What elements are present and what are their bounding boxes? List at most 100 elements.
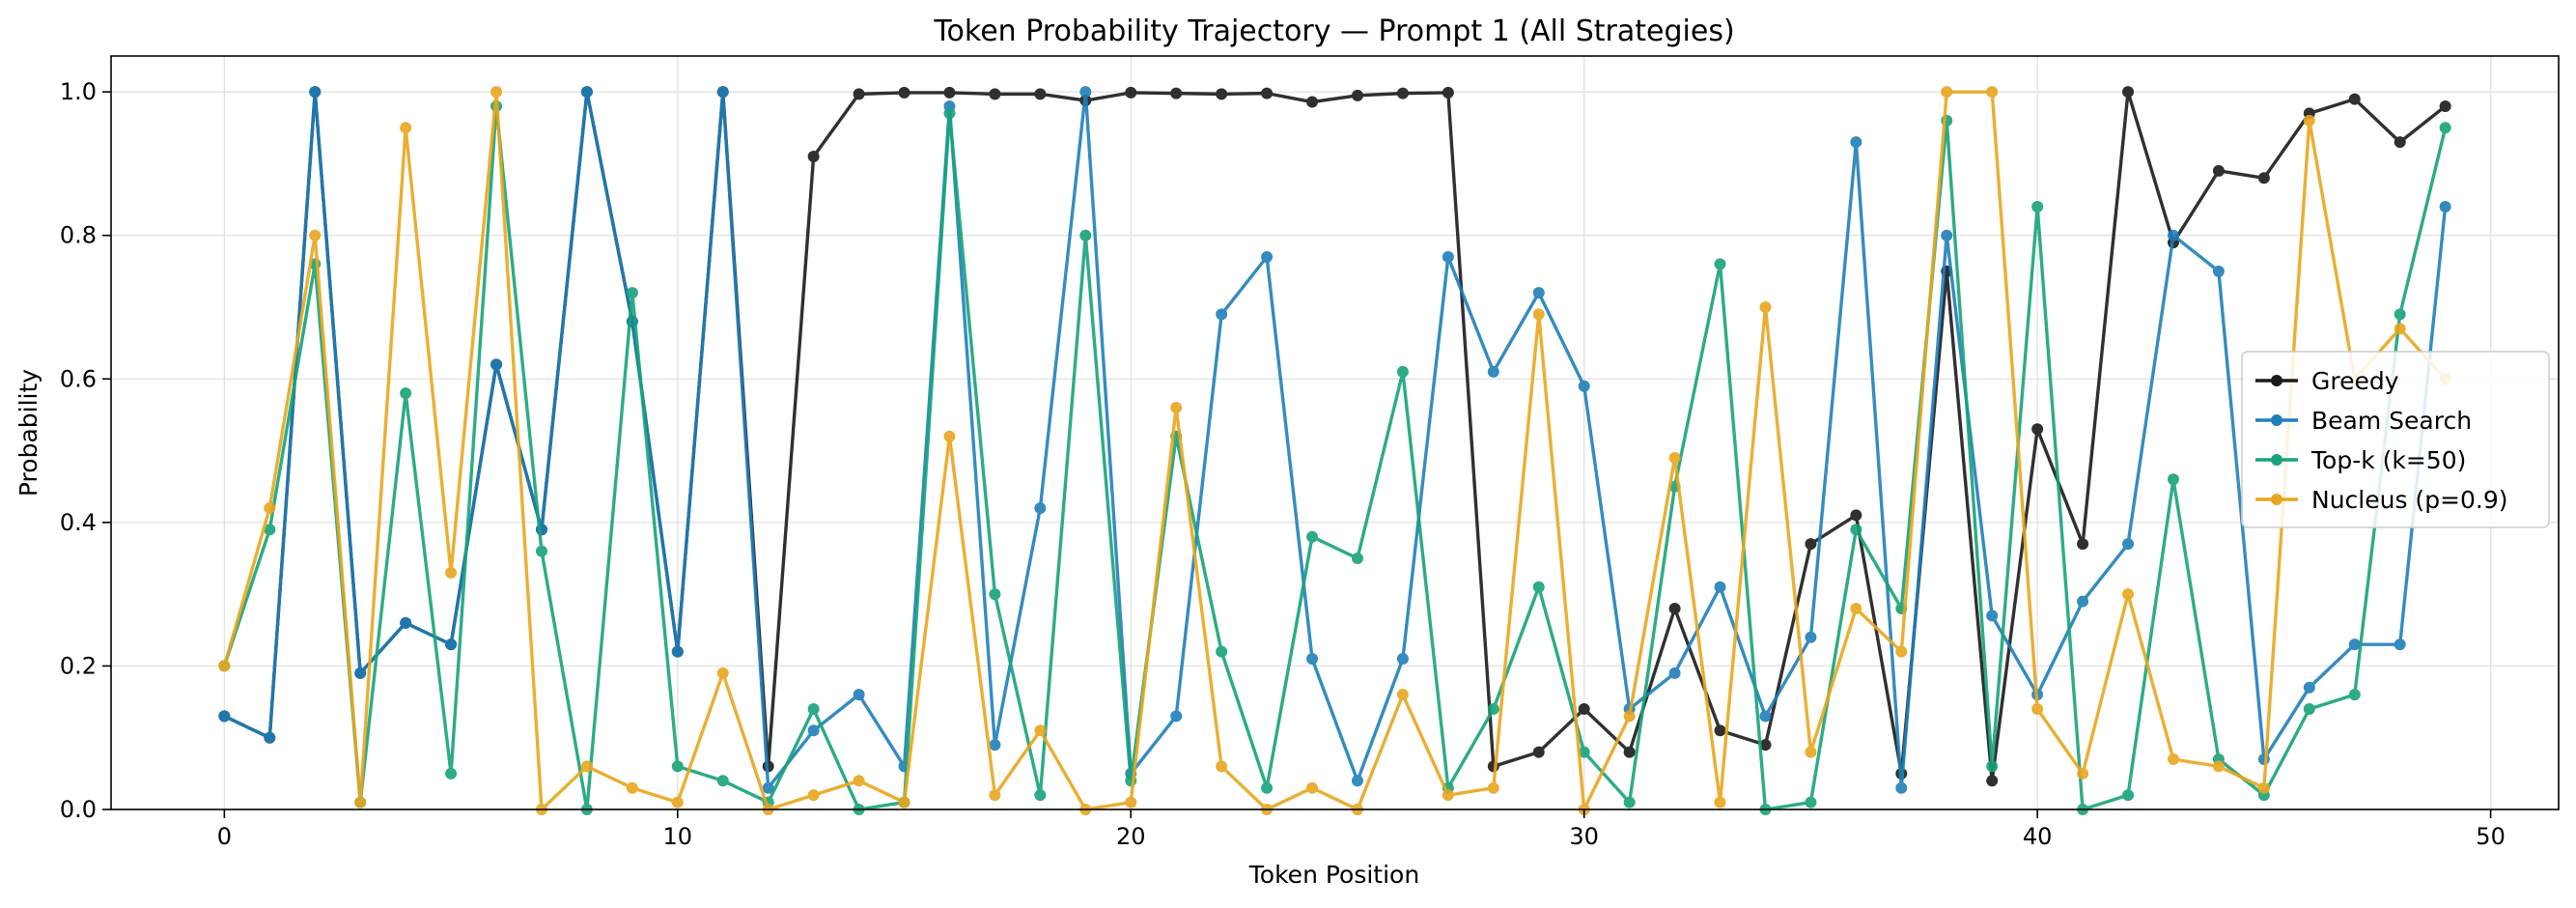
data-point: [671, 760, 684, 773]
data-point: [853, 775, 865, 787]
legend-label: Nucleus (p=0.9): [2311, 486, 2508, 514]
data-point: [1578, 380, 1590, 392]
data-point: [1714, 258, 1726, 270]
data-point: [716, 86, 729, 99]
x-tick-label: 30: [1569, 823, 1599, 850]
data-point: [1442, 789, 1454, 802]
legend-item-greedy: Greedy: [2255, 367, 2399, 395]
data-point: [1487, 781, 1499, 794]
data-point: [1850, 136, 1862, 149]
data-point: [1759, 739, 1772, 752]
legend: Greedy Beam Search Top-k (k=50) Nucleus (p=…: [2241, 351, 2550, 528]
y-tick-label: 0.6: [60, 365, 97, 392]
data-point: [2257, 753, 2270, 765]
data-point: [671, 645, 684, 658]
series-line: [222, 104, 2448, 811]
data-point: [1306, 530, 1319, 543]
data-point: [989, 88, 1001, 100]
x-tick-label: 10: [663, 823, 693, 850]
series-top-k-k-50: [218, 100, 2451, 815]
data-point: [1668, 667, 1681, 679]
data-point: [2439, 100, 2451, 112]
data-point: [2348, 638, 2361, 651]
data-point: [580, 760, 593, 773]
y-tick-label: 0.0: [60, 796, 97, 823]
legend-swatch-marker: [2271, 494, 2282, 505]
data-point: [1261, 781, 1274, 794]
data-point: [807, 789, 820, 802]
data-point: [671, 796, 684, 809]
data-point: [1351, 89, 1363, 101]
data-point: [218, 660, 231, 672]
data-point: [264, 502, 276, 514]
data-point: [1805, 631, 1817, 643]
data-point: [898, 86, 910, 99]
data-point: [1623, 796, 1636, 809]
data-point: [626, 287, 638, 299]
data-point: [218, 710, 231, 723]
data-point: [1668, 452, 1681, 464]
y-tick-label: 0.4: [60, 509, 97, 536]
chart-title: Token Probability Trajectory — Prompt 1 …: [933, 14, 1734, 48]
legend-label: Beam Search: [2311, 407, 2472, 435]
data-point: [1396, 365, 1409, 378]
data-point: [400, 122, 412, 134]
x-tick-label: 0: [217, 823, 232, 850]
data-point: [1986, 610, 1999, 622]
plot-frame: [110, 55, 2560, 810]
data-point: [1125, 86, 1137, 99]
data-point: [2439, 201, 2451, 213]
data-point: [2394, 136, 2406, 149]
series-greedy: [218, 86, 2451, 787]
data-point: [1034, 789, 1047, 802]
data-point: [2122, 538, 2135, 551]
y-tick-label: 1.0: [60, 78, 97, 105]
grid: [111, 56, 2559, 810]
y-axis-title: Probability: [14, 369, 42, 497]
data-point: [1805, 538, 1817, 551]
data-point: [580, 86, 593, 99]
data-point: [1351, 553, 1363, 564]
data-point: [1759, 710, 1772, 723]
series-layer: [218, 86, 2451, 815]
data-point: [490, 358, 503, 371]
data-point: [2122, 789, 2135, 802]
data-point: [1759, 301, 1772, 313]
data-point: [2394, 323, 2406, 335]
data-point: [807, 703, 820, 715]
data-point: [762, 781, 774, 794]
series-line: [222, 90, 2447, 811]
legend-swatch-marker: [2271, 414, 2282, 426]
data-point: [1986, 760, 1999, 773]
data-point: [1170, 402, 1183, 413]
data-point: [2122, 588, 2135, 601]
legend-label: Top-k (k=50): [2310, 446, 2466, 474]
x-tick-label: 20: [1116, 823, 1146, 850]
data-point: [716, 775, 729, 787]
data-point: [2394, 638, 2406, 651]
data-point: [1079, 86, 1092, 99]
data-point: [400, 616, 412, 629]
legend-swatch-marker: [2271, 454, 2282, 466]
data-point: [1805, 796, 1817, 809]
data-point: [2077, 595, 2089, 608]
data-point: [490, 86, 503, 99]
data-point: [264, 524, 276, 536]
data-point: [1941, 229, 1953, 241]
series-line: [223, 90, 2448, 790]
data-point: [1034, 88, 1047, 100]
data-point: [1351, 775, 1363, 787]
data-point: [2257, 172, 2270, 184]
data-point: [989, 588, 1001, 601]
data-point: [1034, 502, 1047, 514]
data-point: [1578, 703, 1590, 715]
data-point: [1895, 781, 1908, 794]
y-tick-label: 0.2: [60, 652, 97, 679]
data-point: [1895, 645, 1908, 658]
data-point: [626, 781, 638, 794]
data-point: [1714, 724, 1726, 737]
data-point: [2303, 114, 2315, 127]
data-point: [1216, 308, 1228, 321]
data-point: [1216, 645, 1228, 658]
